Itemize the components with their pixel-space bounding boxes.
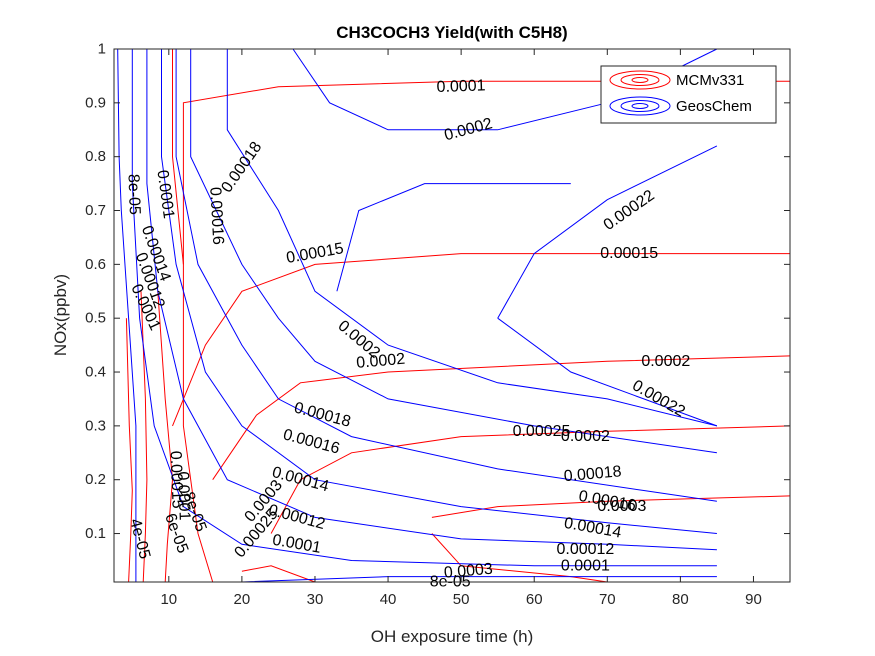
mcm-contour-label: 0.0001 [436, 77, 486, 96]
legend-swatch-geoschem [609, 96, 671, 116]
x-tick-label: 70 [599, 591, 616, 608]
y-tick-label: 0.2 [85, 471, 106, 488]
mcm-contour-label: 0.0002 [641, 353, 690, 370]
mcm-contour-line [270, 425, 791, 534]
y-axis: 0.1 0.2 0.3 0.4 0.5 0.6 0.7 0.8 0.9 1 [85, 41, 790, 542]
geoschem-contour-label: 0.0001 [561, 557, 610, 574]
x-tick-label: 10 [160, 591, 177, 608]
geoschem-contour-label: 0.0002 [561, 428, 610, 445]
legend: MCMv331 GeosChem [600, 65, 777, 124]
legend-label-mcm: MCMv331 [676, 72, 744, 89]
mcm-contour-line [212, 355, 791, 480]
geoschem-contour-line [161, 49, 717, 534]
geoschem-contour-line [117, 48, 137, 582]
geoschem-contour-line [190, 49, 717, 454]
mcm-contour-line [157, 291, 174, 583]
mcm-contour-label: 0.0003 [443, 561, 493, 582]
y-tick-label: 0.3 [85, 417, 106, 434]
x-tick-label: 90 [745, 591, 762, 608]
geoschem-contour-line [226, 49, 718, 427]
geoschem-contour-label: 0.00018 [563, 463, 622, 485]
y-tick-label: 0.6 [85, 256, 106, 273]
y-tick-label: 0.9 [85, 94, 106, 111]
plot-area [114, 49, 790, 582]
mcm-contour-line [140, 291, 148, 583]
legend-box [600, 65, 777, 124]
y-tick-label: 0.5 [85, 310, 106, 327]
y-tick-label: 0.8 [85, 148, 106, 165]
y-tick-label: 0.4 [85, 364, 106, 381]
legend-swatch-mcm [609, 70, 671, 90]
x-tick-label: 20 [234, 591, 251, 608]
y-tick-label: 0.7 [85, 202, 106, 219]
mcm-contour-label: 0.0003 [597, 498, 646, 515]
mcm-contour-line [125, 318, 133, 583]
geoschem-contour-label: 8e-05 [124, 174, 142, 216]
geoschem-contour-line [497, 145, 718, 319]
mcm-contour-line [172, 253, 790, 427]
x-tick-label: 80 [672, 591, 689, 608]
mcm-contour-label: 0.00015 [167, 450, 186, 508]
x-axis: 10 20 30 40 50 60 70 80 90 [160, 49, 762, 608]
mcm-contour-line [431, 533, 608, 583]
geoschem-contour-label: 0.00012 [556, 541, 614, 558]
y-tick-label: 1 [98, 41, 106, 58]
x-tick-label: 30 [307, 591, 324, 608]
geoschem-contour-line [146, 49, 717, 551]
y-axis-label: NOx(ppbv) [51, 274, 70, 356]
geoschem-contour-label: 0.00016 [206, 187, 226, 246]
mcm-contour-label: 0.0001 [174, 471, 193, 521]
mcm-contour-line [241, 565, 316, 583]
mcm-contour-label: 0.00015 [600, 245, 658, 262]
x-tick-label: 50 [453, 591, 470, 608]
geoschem-contour-line [131, 49, 717, 567]
chart-title: CH3COCH3 Yield(with C5H8) [336, 23, 567, 42]
x-axis-label: OH exposure time (h) [371, 627, 534, 646]
y-tick-label: 0.1 [85, 525, 106, 542]
geoschem-contour-label: 0.0001 [153, 169, 177, 220]
plot-frame [113, 48, 791, 583]
x-tick-label: 40 [380, 591, 397, 608]
mcm-contour-label: 0.00025 [513, 423, 571, 440]
geoschem-contour-line [175, 49, 717, 502]
mcm-contour-label: 0.0002 [356, 351, 406, 372]
geoschem-contour-line [336, 183, 571, 292]
geoschem-contour-line [497, 317, 718, 427]
x-tick-label: 60 [526, 591, 543, 608]
mcm-contour-line [172, 49, 214, 583]
legend-label-geoschem: GeosChem [676, 98, 752, 115]
